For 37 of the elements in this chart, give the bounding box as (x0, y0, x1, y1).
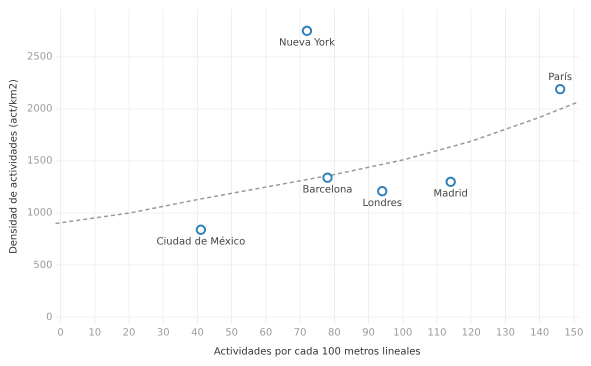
x-tick-label: 20 (122, 328, 136, 339)
x-tick-label: 130 (496, 328, 515, 339)
x-tick-label: 150 (564, 328, 584, 339)
x-tick-label: 80 (328, 328, 341, 339)
x-tick-label: 50 (225, 328, 238, 339)
point (322, 172, 333, 183)
x-tick-label: 100 (393, 328, 412, 339)
y-tick-label: 0 (46, 312, 52, 323)
annotation: París (548, 72, 572, 83)
x-axis-title: Actividades por cada 100 metros lineales (214, 346, 421, 358)
annotation: Londres (362, 198, 402, 209)
x-tick-label: 70 (294, 328, 306, 339)
y-tick-label: 1500 (26, 156, 52, 167)
x-tick-label: 140 (530, 328, 550, 339)
y-axis-title: Densidad de actividades (act/km2) (8, 78, 20, 254)
point (377, 186, 388, 196)
x-tick-label: 10 (88, 328, 102, 339)
y-tick-label: 1000 (26, 208, 52, 219)
x-tick-label: 0 (57, 328, 64, 339)
y-tick-label: 2500 (26, 51, 52, 62)
x-tick-label: 110 (427, 328, 447, 339)
y-tick-label: 500 (33, 260, 52, 271)
x-tick-label: 40 (191, 328, 204, 339)
point (445, 176, 456, 188)
point (196, 224, 206, 235)
point (302, 26, 312, 36)
x-tick-label: 30 (156, 328, 170, 339)
x-tick-label: 90 (362, 328, 375, 339)
annotation: Nueva York (278, 37, 336, 48)
annotation: Barcelona (302, 184, 352, 196)
x-tick-label: 120 (462, 328, 481, 339)
line-series (55, 100, 579, 224)
point (554, 84, 566, 94)
y-tick-label: 2000 (26, 104, 52, 115)
annotation: Madrid (434, 188, 468, 200)
x-tick-label: 60 (260, 328, 272, 339)
annotation: Ciudad de México (156, 236, 246, 248)
